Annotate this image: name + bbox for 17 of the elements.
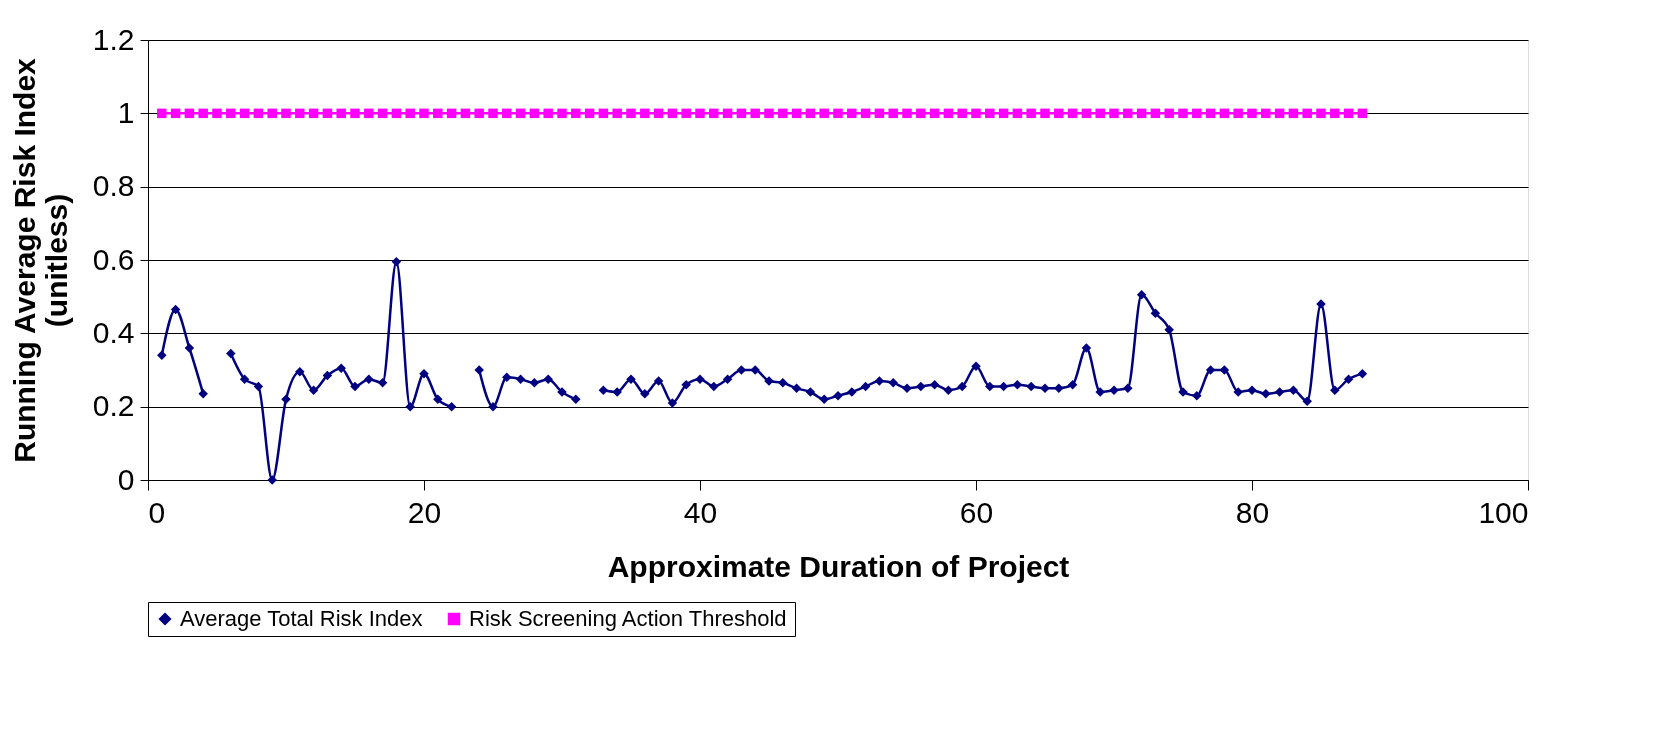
x-tick-label: 100 (1478, 495, 1529, 529)
y-tick-label: 0.8 (92, 169, 135, 203)
y-tick-label: 1.2 (92, 22, 135, 56)
y-tick-label: 1 (117, 95, 135, 129)
y-tick-label: 0 (117, 462, 135, 496)
x-tick-label: 20 (407, 495, 442, 529)
x-tick-label: 0 (148, 495, 166, 529)
y-tick-label: 0.6 (92, 242, 135, 276)
x-axis-title: Approximate Duration of Project (607, 549, 1070, 583)
y-tick-label: 0.4 (92, 315, 135, 349)
y-tick-label: 0.2 (92, 389, 135, 423)
x-tick-label: 80 (1235, 495, 1270, 529)
x-tick-label: 40 (683, 495, 718, 529)
legend-label: Average Total Risk Index (180, 606, 423, 631)
legend-label: Risk Screening Action Threshold (469, 606, 787, 631)
x-tick-label: 60 (959, 495, 994, 529)
y-axis-title: Running Average Risk Index (unitless) (7, 57, 73, 463)
